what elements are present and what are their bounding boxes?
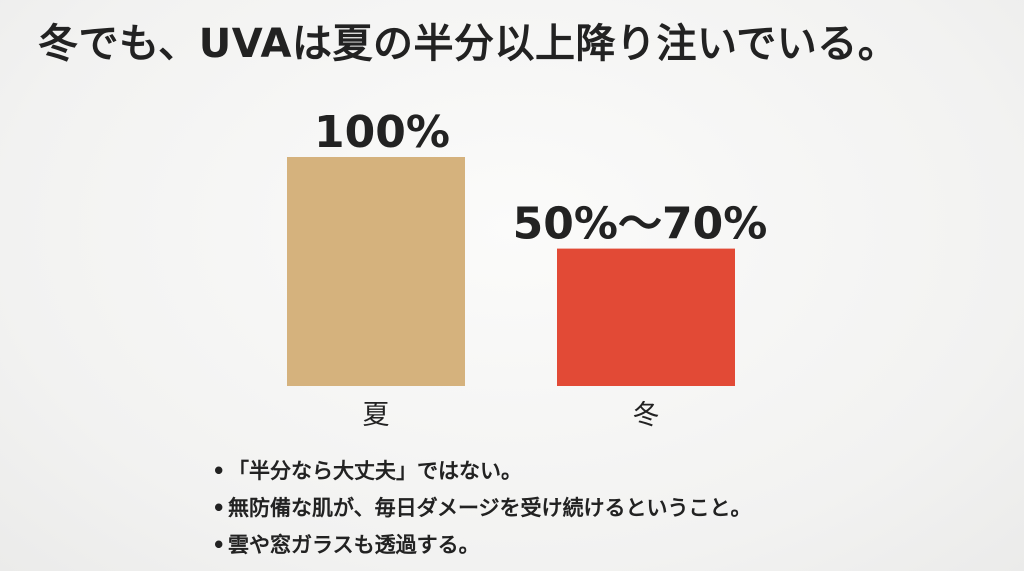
bullet-icon: •: [212, 533, 226, 557]
chart-value-labels: 100% 50%〜70%: [314, 107, 767, 250]
note-text: 雲や窓ガラスも透過する。: [228, 533, 480, 557]
note-item: • 「半分なら大丈夫」ではない。: [212, 453, 752, 490]
bar-value-label: 50%〜70%: [513, 199, 768, 250]
bar-1: [287, 157, 465, 386]
bar-value-label: 100%: [314, 107, 450, 158]
chart-category-labels: 夏冬: [363, 400, 660, 431]
category-label: 冬: [633, 400, 660, 431]
category-label: 夏: [363, 400, 390, 431]
notes-list: • 「半分なら大丈夫」ではない。 • 無防備な肌が、毎日ダメージを受け続けるというこ…: [212, 453, 752, 564]
bar-2: [557, 248, 735, 386]
chart-bars: [287, 157, 735, 386]
bullet-icon: •: [212, 496, 226, 520]
slide-title: 冬でも、UVAは夏の半分以上降り注いでいる。: [38, 21, 899, 67]
note-item: • 無防備な肌が、毎日ダメージを受け続けるということ。: [212, 490, 752, 527]
bullet-icon: •: [212, 459, 226, 483]
note-text: 無防備な肌が、毎日ダメージを受け続けるということ。: [228, 496, 752, 520]
note-text: 「半分なら大丈夫」ではない。: [228, 459, 522, 483]
note-item: • 雲や窓ガラスも透過する。: [212, 527, 752, 564]
